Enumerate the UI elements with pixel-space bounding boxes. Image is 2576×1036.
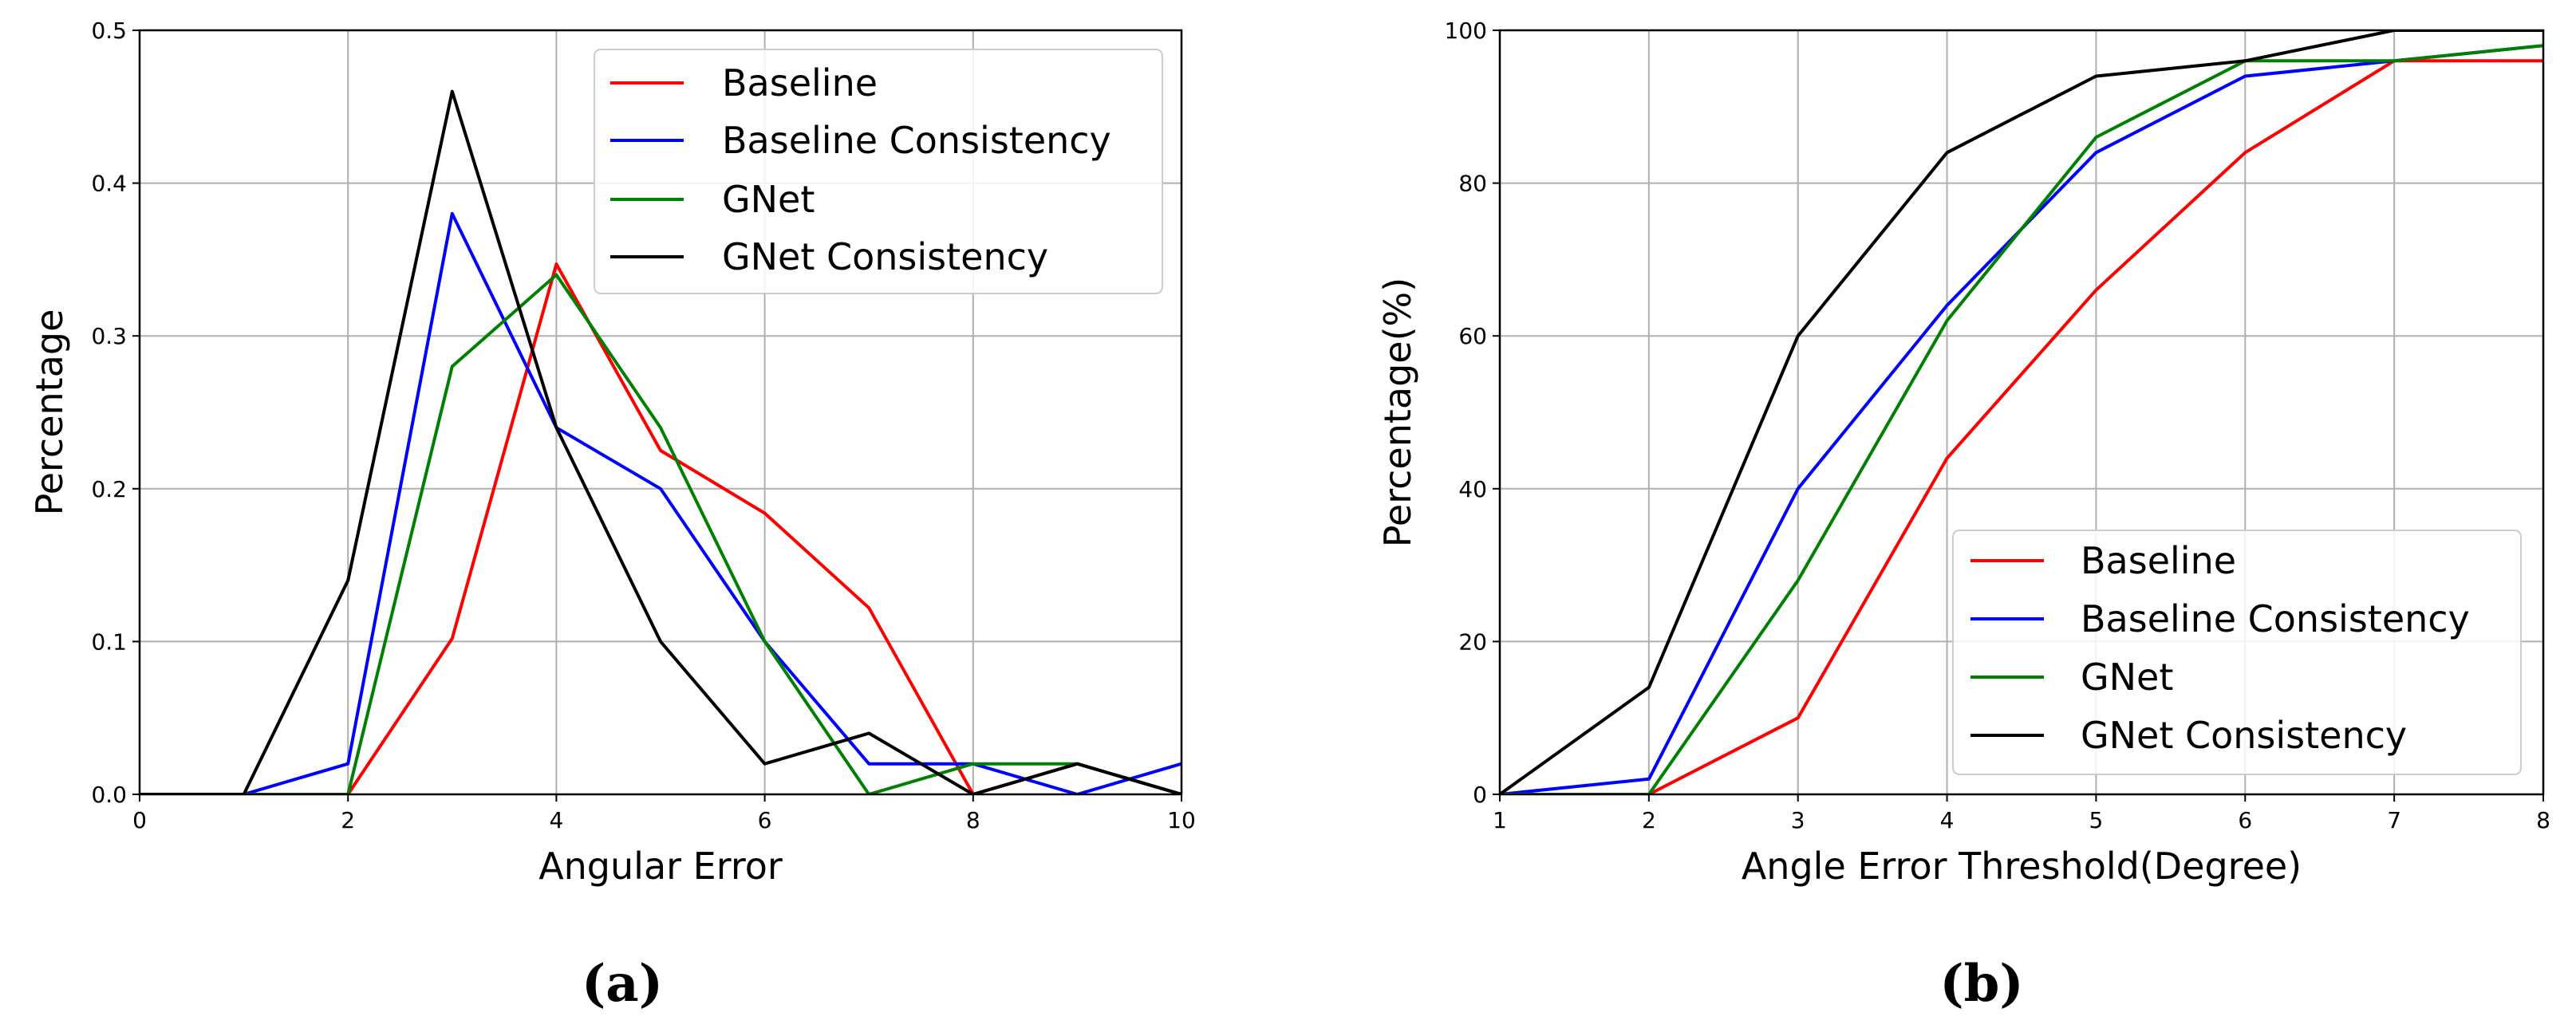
chart-b-xtick-label: 2 [1642, 807, 1656, 833]
chart-a-legend-label-baseline: Baseline [722, 61, 878, 104]
chart-b-ytick-label: 60 [1458, 323, 1487, 349]
chart-a-series-baseline-consistency [140, 211, 1181, 794]
chart-a-caption: (a) [582, 954, 663, 1014]
chart-a: 0 2 4 6 8 100.00.10.20.30.40.5 Angular Error … [28, 18, 1196, 1014]
chart-a-ytick-label: 0.3 [91, 323, 127, 349]
chart-b-ylabel: Percentage(%) [1376, 278, 1419, 547]
chart-a-ytick-label: 0.5 [91, 18, 127, 44]
chart-b-legend-label-gnet-consistency: GNet Consistency [2081, 714, 2407, 757]
chart-b-ytick-label: 20 [1458, 628, 1487, 655]
chart-a-legend-label-gnet-consistency: GNet Consistency [722, 235, 1048, 278]
chart-b-xtick-label: 4 [1940, 807, 1955, 833]
chart-a-series [140, 89, 1181, 794]
chart-b-series-baseline [1500, 59, 2543, 794]
chart-a-ytick-label: 0.0 [91, 782, 127, 808]
chart-b-legend-box [1952, 530, 2522, 775]
chart-b-xlabel: Angle Error Threshold(Degree) [1742, 845, 2302, 888]
chart-b-xtick-label: 5 [2089, 807, 2104, 833]
chart-b-ytick-label: 0 [1473, 782, 1487, 808]
chart-a-ticks: 0 2 4 6 8 10 0.0 0.1 0.2 0.3 0.4 0.5 [91, 18, 1195, 833]
chart-b-legend: Baseline Baseline Consistency GNet GNet … [1952, 530, 2522, 775]
chart-a-ytick-label: 0.2 [91, 476, 127, 502]
chart-a-legend-box [594, 49, 1163, 294]
chart-b-series-gnet [1500, 44, 2543, 794]
chart-a-ytick-label: 0.4 [91, 171, 127, 197]
chart-a-series-gnet-consistency [140, 89, 1181, 794]
chart-b-xtick-label: 7 [2387, 807, 2401, 833]
chart-a-xtick-label: 8 [966, 807, 980, 833]
chart-b-series [1500, 30, 2543, 794]
chart-a-legend-label-baseline-consistency: Baseline Consistency [722, 119, 1111, 162]
chart-a-plot-frame [138, 29, 1183, 796]
chart-b-xtick-label: 8 [2536, 807, 2550, 833]
chart-a-xtick-label: 4 [549, 807, 563, 833]
chart-b-xtick-label: 3 [1791, 807, 1805, 833]
chart-a-xtick-label: 2 [341, 807, 355, 833]
chart-b-caption: (b) [1939, 954, 2023, 1014]
chart-b-xtick-label: 6 [2238, 807, 2252, 833]
chart-b-series-gnet-consistency [1500, 30, 2543, 794]
chart-a-legend: Baseline Baseline Consistency GNet GNet … [594, 49, 1163, 294]
chart-b-legend-label-gnet: GNet [2081, 656, 2173, 699]
chart-a-series-gnet [140, 273, 1181, 794]
chart-a-xlabel: Angular Error [538, 845, 783, 888]
chart-b-legend-label-baseline-consistency: Baseline Consistency [2081, 597, 2470, 640]
chart-a-xtick-label: 10 [1167, 807, 1196, 833]
chart-b-plot-frame [1498, 29, 2545, 796]
chart-b-xtick-label: 1 [1493, 807, 1507, 833]
chart-b-legend-label-baseline: Baseline [2081, 539, 2236, 582]
chart-a-ylabel: Percentage [28, 309, 71, 516]
chart-b-ytick-label: 80 [1458, 171, 1487, 197]
chart-a-legend-label-gnet: GNet [722, 178, 815, 221]
chart-a-xtick-label: 0 [132, 807, 147, 833]
chart-b-ytick-label: 100 [1445, 18, 1487, 44]
chart-a-xtick-label: 6 [758, 807, 772, 833]
chart-b-ytick-label: 40 [1458, 476, 1487, 502]
chart-a-series-baseline [140, 262, 1181, 794]
chart-a-ytick-label: 0.1 [91, 628, 127, 655]
